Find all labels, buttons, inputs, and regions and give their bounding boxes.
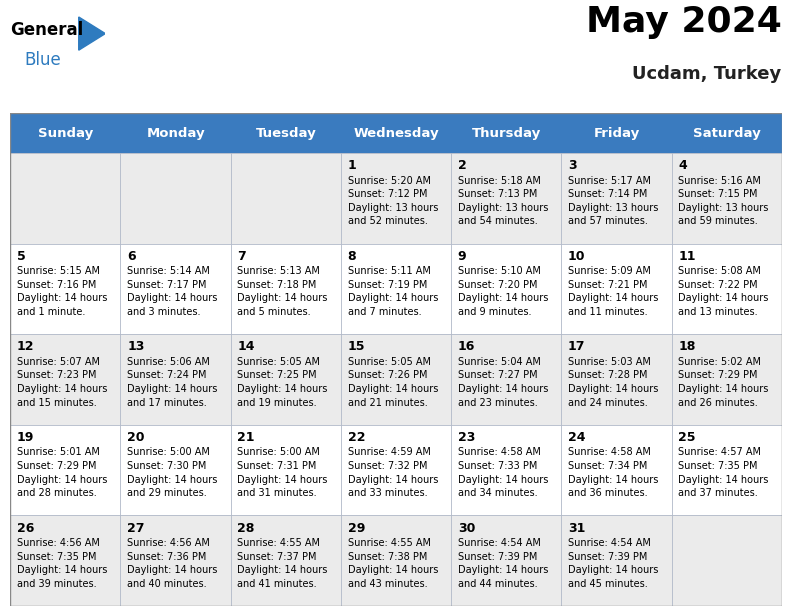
Text: Sunrise: 4:55 AM
Sunset: 7:37 PM
Daylight: 14 hours
and 41 minutes.: Sunrise: 4:55 AM Sunset: 7:37 PM Dayligh… (238, 538, 328, 589)
Text: Sunrise: 5:00 AM
Sunset: 7:31 PM
Daylight: 14 hours
and 31 minutes.: Sunrise: 5:00 AM Sunset: 7:31 PM Dayligh… (238, 447, 328, 498)
Text: Saturday: Saturday (693, 127, 760, 140)
Text: 4: 4 (678, 159, 687, 173)
Text: Monday: Monday (147, 127, 205, 140)
Text: 8: 8 (348, 250, 356, 263)
Text: Sunrise: 5:06 AM
Sunset: 7:24 PM
Daylight: 14 hours
and 17 minutes.: Sunrise: 5:06 AM Sunset: 7:24 PM Dayligh… (127, 357, 218, 408)
Text: 24: 24 (568, 431, 585, 444)
Text: 6: 6 (127, 250, 135, 263)
Text: 22: 22 (348, 431, 365, 444)
Text: 27: 27 (127, 521, 145, 535)
Text: Sunrise: 4:54 AM
Sunset: 7:39 PM
Daylight: 14 hours
and 45 minutes.: Sunrise: 4:54 AM Sunset: 7:39 PM Dayligh… (568, 538, 658, 589)
Text: Sunrise: 5:20 AM
Sunset: 7:12 PM
Daylight: 13 hours
and 52 minutes.: Sunrise: 5:20 AM Sunset: 7:12 PM Dayligh… (348, 176, 438, 226)
Text: 28: 28 (238, 521, 255, 535)
Text: 7: 7 (238, 250, 246, 263)
Text: Sunrise: 5:16 AM
Sunset: 7:15 PM
Daylight: 13 hours
and 59 minutes.: Sunrise: 5:16 AM Sunset: 7:15 PM Dayligh… (678, 176, 768, 226)
Text: Sunrise: 5:05 AM
Sunset: 7:26 PM
Daylight: 14 hours
and 21 minutes.: Sunrise: 5:05 AM Sunset: 7:26 PM Dayligh… (348, 357, 438, 408)
Text: 31: 31 (568, 521, 585, 535)
Text: Tuesday: Tuesday (256, 127, 316, 140)
Text: 14: 14 (238, 340, 255, 354)
Text: 21: 21 (238, 431, 255, 444)
Text: Sunrise: 5:08 AM
Sunset: 7:22 PM
Daylight: 14 hours
and 13 minutes.: Sunrise: 5:08 AM Sunset: 7:22 PM Dayligh… (678, 266, 768, 317)
Text: 11: 11 (678, 250, 695, 263)
Text: Sunrise: 5:18 AM
Sunset: 7:13 PM
Daylight: 13 hours
and 54 minutes.: Sunrise: 5:18 AM Sunset: 7:13 PM Dayligh… (458, 176, 548, 226)
Text: 12: 12 (17, 340, 34, 354)
Text: Sunrise: 5:14 AM
Sunset: 7:17 PM
Daylight: 14 hours
and 3 minutes.: Sunrise: 5:14 AM Sunset: 7:17 PM Dayligh… (127, 266, 218, 317)
Text: Sunrise: 4:55 AM
Sunset: 7:38 PM
Daylight: 14 hours
and 43 minutes.: Sunrise: 4:55 AM Sunset: 7:38 PM Dayligh… (348, 538, 438, 589)
Text: Sunrise: 4:56 AM
Sunset: 7:36 PM
Daylight: 14 hours
and 40 minutes.: Sunrise: 4:56 AM Sunset: 7:36 PM Dayligh… (127, 538, 218, 589)
Text: 2: 2 (458, 159, 466, 173)
Text: Sunrise: 5:15 AM
Sunset: 7:16 PM
Daylight: 14 hours
and 1 minute.: Sunrise: 5:15 AM Sunset: 7:16 PM Dayligh… (17, 266, 107, 317)
Text: Sunday: Sunday (38, 127, 93, 140)
Text: Sunrise: 4:56 AM
Sunset: 7:35 PM
Daylight: 14 hours
and 39 minutes.: Sunrise: 4:56 AM Sunset: 7:35 PM Dayligh… (17, 538, 107, 589)
Text: Thursday: Thursday (471, 127, 541, 140)
Text: 30: 30 (458, 521, 475, 535)
Text: 13: 13 (127, 340, 144, 354)
Text: Sunrise: 5:00 AM
Sunset: 7:30 PM
Daylight: 14 hours
and 29 minutes.: Sunrise: 5:00 AM Sunset: 7:30 PM Dayligh… (127, 447, 218, 498)
Text: 26: 26 (17, 521, 34, 535)
Text: Sunrise: 5:11 AM
Sunset: 7:19 PM
Daylight: 14 hours
and 7 minutes.: Sunrise: 5:11 AM Sunset: 7:19 PM Dayligh… (348, 266, 438, 317)
Text: Sunrise: 4:59 AM
Sunset: 7:32 PM
Daylight: 14 hours
and 33 minutes.: Sunrise: 4:59 AM Sunset: 7:32 PM Dayligh… (348, 447, 438, 498)
Text: 10: 10 (568, 250, 585, 263)
Text: 19: 19 (17, 431, 34, 444)
Text: Sunrise: 5:01 AM
Sunset: 7:29 PM
Daylight: 14 hours
and 28 minutes.: Sunrise: 5:01 AM Sunset: 7:29 PM Dayligh… (17, 447, 107, 498)
Text: 1: 1 (348, 159, 356, 173)
Text: Sunrise: 5:07 AM
Sunset: 7:23 PM
Daylight: 14 hours
and 15 minutes.: Sunrise: 5:07 AM Sunset: 7:23 PM Dayligh… (17, 357, 107, 408)
Text: Sunrise: 4:54 AM
Sunset: 7:39 PM
Daylight: 14 hours
and 44 minutes.: Sunrise: 4:54 AM Sunset: 7:39 PM Dayligh… (458, 538, 548, 589)
Text: Sunrise: 4:57 AM
Sunset: 7:35 PM
Daylight: 14 hours
and 37 minutes.: Sunrise: 4:57 AM Sunset: 7:35 PM Dayligh… (678, 447, 768, 498)
Text: 23: 23 (458, 431, 475, 444)
Text: Sunrise: 5:17 AM
Sunset: 7:14 PM
Daylight: 13 hours
and 57 minutes.: Sunrise: 5:17 AM Sunset: 7:14 PM Dayligh… (568, 176, 658, 226)
Text: Sunrise: 4:58 AM
Sunset: 7:34 PM
Daylight: 14 hours
and 36 minutes.: Sunrise: 4:58 AM Sunset: 7:34 PM Dayligh… (568, 447, 658, 498)
Text: Sunrise: 5:13 AM
Sunset: 7:18 PM
Daylight: 14 hours
and 5 minutes.: Sunrise: 5:13 AM Sunset: 7:18 PM Dayligh… (238, 266, 328, 317)
Text: 5: 5 (17, 250, 25, 263)
Text: 16: 16 (458, 340, 475, 354)
Text: 20: 20 (127, 431, 145, 444)
Polygon shape (78, 17, 105, 50)
Text: May 2024: May 2024 (586, 5, 782, 39)
Text: Friday: Friday (593, 127, 639, 140)
Text: 25: 25 (678, 431, 695, 444)
Text: 17: 17 (568, 340, 585, 354)
Text: Blue: Blue (25, 51, 61, 69)
Text: Sunrise: 5:09 AM
Sunset: 7:21 PM
Daylight: 14 hours
and 11 minutes.: Sunrise: 5:09 AM Sunset: 7:21 PM Dayligh… (568, 266, 658, 317)
Text: 29: 29 (348, 521, 365, 535)
Text: Ucdam, Turkey: Ucdam, Turkey (633, 65, 782, 83)
Text: Sunrise: 5:02 AM
Sunset: 7:29 PM
Daylight: 14 hours
and 26 minutes.: Sunrise: 5:02 AM Sunset: 7:29 PM Dayligh… (678, 357, 768, 408)
Text: Wednesday: Wednesday (353, 127, 439, 140)
Text: 3: 3 (568, 159, 577, 173)
Text: Sunrise: 4:58 AM
Sunset: 7:33 PM
Daylight: 14 hours
and 34 minutes.: Sunrise: 4:58 AM Sunset: 7:33 PM Dayligh… (458, 447, 548, 498)
Text: Sunrise: 5:10 AM
Sunset: 7:20 PM
Daylight: 14 hours
and 9 minutes.: Sunrise: 5:10 AM Sunset: 7:20 PM Dayligh… (458, 266, 548, 317)
Text: Sunrise: 5:04 AM
Sunset: 7:27 PM
Daylight: 14 hours
and 23 minutes.: Sunrise: 5:04 AM Sunset: 7:27 PM Dayligh… (458, 357, 548, 408)
Text: Sunrise: 5:05 AM
Sunset: 7:25 PM
Daylight: 14 hours
and 19 minutes.: Sunrise: 5:05 AM Sunset: 7:25 PM Dayligh… (238, 357, 328, 408)
Text: 18: 18 (678, 340, 695, 354)
Text: Sunrise: 5:03 AM
Sunset: 7:28 PM
Daylight: 14 hours
and 24 minutes.: Sunrise: 5:03 AM Sunset: 7:28 PM Dayligh… (568, 357, 658, 408)
Text: General: General (10, 21, 83, 39)
Text: 9: 9 (458, 250, 466, 263)
Text: 15: 15 (348, 340, 365, 354)
